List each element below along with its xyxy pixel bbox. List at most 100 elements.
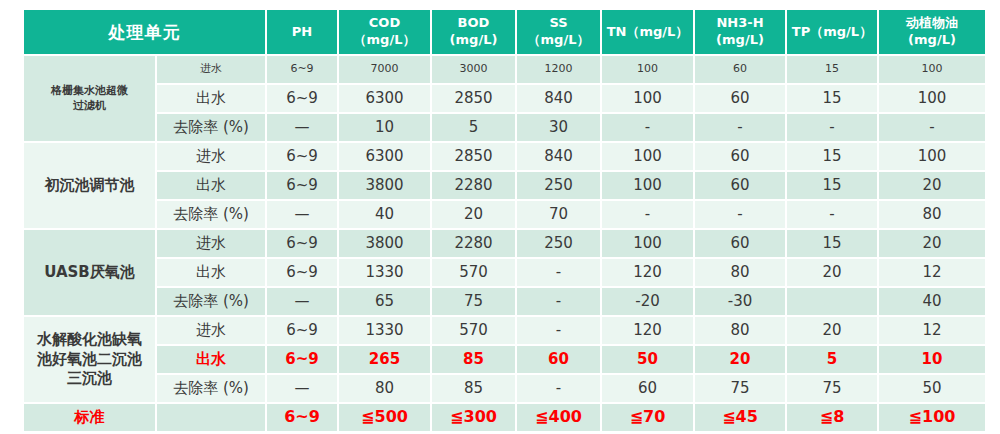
data-cell: 100 [878, 55, 986, 84]
data-cell: 85 [431, 345, 516, 374]
data-cell: 20 [431, 200, 516, 229]
data-cell: 10 [338, 113, 431, 142]
column-header: COD（mg/L） [338, 9, 431, 55]
data-cell: 50 [601, 345, 694, 374]
standard-value-cell: ≦100 [878, 403, 986, 432]
data-cell: 6~9 [266, 171, 338, 200]
data-cell: - [786, 113, 878, 142]
data-cell: 75 [431, 287, 516, 316]
data-cell: 2850 [431, 142, 516, 171]
table-row: 去除率 (%)—6575--20-3040 [23, 287, 986, 316]
table-row: UASB厌氧池进水6~938002280250100601520 [23, 229, 986, 258]
data-cell: 20 [878, 171, 986, 200]
data-cell: 15 [786, 55, 878, 84]
row-type-cell: 去除率 (%) [156, 113, 266, 142]
data-cell: — [266, 200, 338, 229]
data-cell: - [601, 113, 694, 142]
standard-empty-cell [156, 403, 266, 432]
data-cell: 100 [601, 55, 694, 84]
row-type-cell: 出水 [156, 171, 266, 200]
column-header: SS（mg/L） [516, 9, 601, 55]
data-cell: — [266, 113, 338, 142]
standard-value-cell: ≦400 [516, 403, 601, 432]
standard-row: 标准6~9≦500≦300≦400≦70≦45≦8≦100 [23, 403, 986, 432]
data-cell: 40 [878, 287, 986, 316]
data-cell: 10 [878, 345, 986, 374]
standard-value-cell: ≦8 [786, 403, 878, 432]
data-cell: 20 [694, 345, 786, 374]
table-row: 格栅集水池超微 过滤机进水6~97000300012001006015100 [23, 55, 986, 84]
data-cell: 60 [694, 55, 786, 84]
data-cell: 30 [516, 113, 601, 142]
data-cell: - [694, 200, 786, 229]
data-cell: - [516, 374, 601, 403]
data-cell: 840 [516, 84, 601, 113]
data-cell: 2850 [431, 84, 516, 113]
row-type-cell: 去除率 (%) [156, 200, 266, 229]
treatment-units-table: 处理单元 PHCOD（mg/L）BOD (mg/L)SS（mg/L）TN（mg/… [22, 8, 987, 433]
table-row: 去除率 (%)—402070---80 [23, 200, 986, 229]
standard-value-cell: ≦70 [601, 403, 694, 432]
column-header: NH3-H (mg/L) [694, 9, 786, 55]
data-cell: 100 [601, 84, 694, 113]
header-unit-cell: 处理单元 [23, 9, 266, 55]
data-cell: 40 [338, 200, 431, 229]
column-header: PH [266, 9, 338, 55]
column-header: TN（mg/L） [601, 9, 694, 55]
table-header: 处理单元 PHCOD（mg/L）BOD (mg/L)SS（mg/L）TN（mg/… [23, 9, 986, 55]
table-row: 初沉池调节池进水6~9630028508401006015100 [23, 142, 986, 171]
row-type-cell: 去除率 (%) [156, 374, 266, 403]
data-cell: 6~9 [266, 84, 338, 113]
data-cell: 60 [694, 142, 786, 171]
data-cell: — [266, 287, 338, 316]
data-cell: 70 [516, 200, 601, 229]
data-cell: 250 [516, 171, 601, 200]
column-header: 动植物油 (mg/L) [878, 9, 986, 55]
table-row: 去除率 (%)—8085-60757550 [23, 374, 986, 403]
data-cell: 80 [338, 374, 431, 403]
data-cell: - [694, 113, 786, 142]
data-cell: 100 [601, 142, 694, 171]
table-row: 出水6~938002280250100601520 [23, 171, 986, 200]
data-cell: -30 [694, 287, 786, 316]
table-row: 出水6~91330570-120802012 [23, 258, 986, 287]
data-cell: 3800 [338, 171, 431, 200]
data-cell: 100 [601, 171, 694, 200]
row-type-cell: 进水 [156, 229, 266, 258]
data-cell: - [516, 316, 601, 345]
header-row: 处理单元 PHCOD（mg/L）BOD (mg/L)SS（mg/L）TN（mg/… [23, 9, 986, 55]
table-row: 出水6~926585605020510 [23, 345, 986, 374]
data-cell: 570 [431, 258, 516, 287]
standard-value-cell: ≦45 [694, 403, 786, 432]
data-cell: 15 [786, 171, 878, 200]
data-cell: - [786, 200, 878, 229]
data-cell: 7000 [338, 55, 431, 84]
data-cell: 20 [786, 316, 878, 345]
data-cell: 15 [786, 229, 878, 258]
data-cell: 250 [516, 229, 601, 258]
data-cell: 6~9 [266, 345, 338, 374]
data-cell: - [516, 258, 601, 287]
data-cell: 2280 [431, 229, 516, 258]
data-cell: 20 [878, 229, 986, 258]
data-cell: 65 [338, 287, 431, 316]
data-cell: 80 [694, 316, 786, 345]
data-cell: 60 [694, 84, 786, 113]
data-cell: 5 [786, 345, 878, 374]
data-cell: 6300 [338, 84, 431, 113]
standard-value-cell: 6~9 [266, 403, 338, 432]
unit-name-cell: UASB厌氧池 [23, 229, 156, 316]
column-header: BOD (mg/L) [431, 9, 516, 55]
data-cell: 50 [878, 374, 986, 403]
data-cell: 1200 [516, 55, 601, 84]
data-cell: 100 [601, 229, 694, 258]
data-cell: — [266, 374, 338, 403]
data-cell: 2280 [431, 171, 516, 200]
data-cell: 6~9 [266, 142, 338, 171]
data-cell: 120 [601, 258, 694, 287]
data-cell: 6~9 [266, 316, 338, 345]
standard-value-cell: ≦500 [338, 403, 431, 432]
data-cell: - [878, 113, 986, 142]
data-cell: 570 [431, 316, 516, 345]
data-cell: 12 [878, 258, 986, 287]
